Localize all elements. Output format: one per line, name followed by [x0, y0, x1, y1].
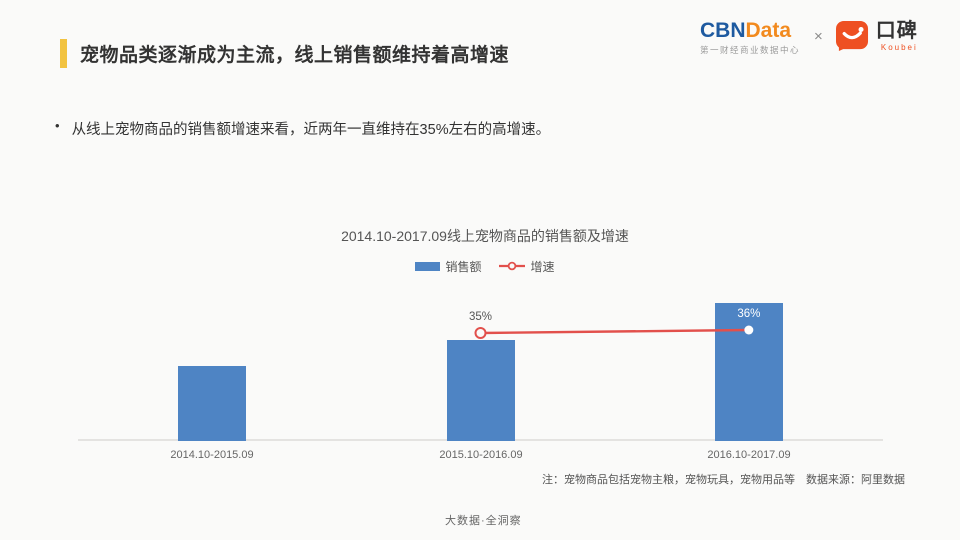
chart-title: 2014.10-2017.09线上宠物商品的销售额及增速 [341, 228, 629, 244]
chart-legend: 销售额 增速 [60, 258, 910, 275]
bar-2015.10-2016.09 [447, 340, 515, 441]
koubei-smile-icon [835, 20, 870, 58]
bullet-text: 从线上宠物商品的销售额增速来看，近两年一直维持在35%左右的高增速。 [71, 122, 551, 138]
cbndata-logo: CBNData 第一财经商业数据中心 [700, 20, 800, 56]
logo-separator: × [814, 28, 823, 45]
koubei-name: 口碑 [875, 20, 918, 42]
bullet-row: • 从线上宠物商品的销售额增速来看，近两年一直维持在35%左右的高增速。 [55, 118, 550, 139]
legend-item-sales: 销售额 [415, 258, 482, 275]
cbn-text: CBN [700, 19, 746, 42]
data-text: Data [745, 19, 792, 42]
bullet-marker: • [55, 118, 60, 133]
legend-item-growth: 增速 [498, 258, 555, 275]
cbndata-wordmark: CBNData [700, 20, 791, 42]
growth-line-segment [480, 328, 749, 335]
x-axis-label: 2015.10-2016.09 [439, 449, 523, 461]
koubei-sub: Koubei [880, 43, 918, 52]
x-axis-labels: 2014.10-2015.09 2015.10-2016.09 2016.10-20… [78, 449, 883, 463]
footer-watermark: 大数据·全洞察 [445, 515, 522, 527]
legend-growth-label: 增速 [530, 260, 555, 274]
footnote: 注：宠物商品包括宠物主粮，宠物玩具，宠物用品等 数据来源：阿里数据 [542, 474, 905, 486]
bar-2014.10-2015.09 [178, 366, 246, 441]
chart-plot-area: 35% 36% [78, 240, 883, 441]
page-title: 宠物品类逐渐成为主流，线上销售额维持着高增速 [80, 45, 510, 66]
koubei-text: 口碑 Koubei [876, 20, 918, 52]
growth-point-label: 35% [469, 311, 492, 323]
growth-data-point [474, 327, 487, 339]
title-accent-bar [60, 39, 67, 68]
bar-legend-swatch-icon [415, 262, 441, 271]
x-axis-label: 2016.10-2017.09 [707, 449, 791, 461]
legend-sales-label: 销售额 [445, 260, 482, 274]
bar-2016.10-2017.09 [715, 303, 783, 441]
cbndata-subtitle: 第一财经商业数据中心 [700, 45, 801, 55]
koubei-logo: 口碑 Koubei [835, 20, 918, 58]
x-axis-label: 2014.10-2015.09 [170, 449, 254, 461]
line-legend-marker-icon [498, 260, 526, 274]
logo-row: CBNData 第一财经商业数据中心 × 口碑 Koubei [700, 20, 918, 58]
